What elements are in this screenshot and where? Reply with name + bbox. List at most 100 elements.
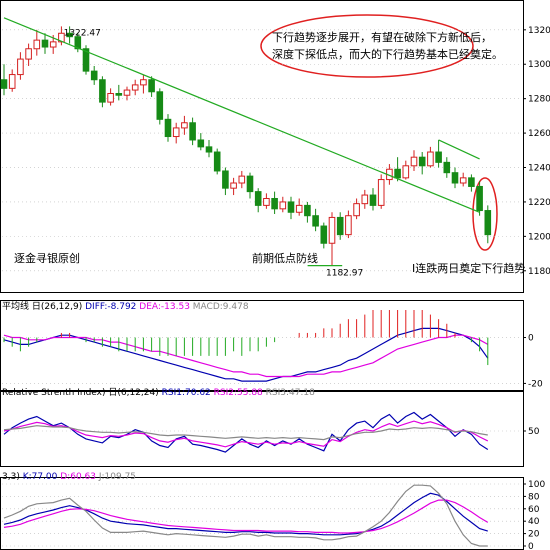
kdj-panel-title: 3,3) K:77.00 D:60.63 J:109.75 xyxy=(2,472,136,482)
candle-body xyxy=(90,70,98,81)
rsi-panel-title: Relative Strenth Index) 日(6,12,24) RSI1:… xyxy=(2,387,315,398)
price-tick-label: 1320 xyxy=(528,26,550,36)
candle-body xyxy=(279,201,287,210)
candle-body xyxy=(304,204,311,217)
kdj-title-part: 3,3) xyxy=(2,472,23,482)
candle-body xyxy=(410,156,418,167)
candle-body xyxy=(345,215,352,236)
candle-body xyxy=(156,91,164,120)
candle-body xyxy=(197,139,205,148)
candle-body xyxy=(0,79,8,89)
rsi-title-part: Relative Strenth Index) 日(6,12,24) xyxy=(2,387,162,398)
candle-body xyxy=(66,32,73,38)
candle-body xyxy=(263,197,270,206)
candle-body xyxy=(369,194,377,206)
candle-body xyxy=(172,127,180,138)
rsi-series-rsi3 xyxy=(3,425,488,441)
candle-body xyxy=(484,210,492,236)
candle-body xyxy=(82,48,90,72)
rsi-panel-frame xyxy=(0,391,524,467)
candle-body xyxy=(189,122,196,141)
kdj-title-part: D:60.63 xyxy=(60,472,99,482)
candle-body xyxy=(164,118,172,138)
candle-body xyxy=(443,161,451,174)
rsi-series-rsi2 xyxy=(3,420,489,448)
rsi-title-part: RSI1:70.62 xyxy=(162,388,214,398)
candle-body xyxy=(99,79,106,103)
price-tick-label: 1280 xyxy=(528,95,550,105)
price-label: 1182.97 xyxy=(326,269,363,279)
candle-body xyxy=(8,74,16,89)
support-label: 前期低点防线 xyxy=(252,251,318,265)
kdj-panel-frame xyxy=(0,477,524,550)
rsi-title-part: RSI3:47.18 xyxy=(266,388,315,398)
candle-body xyxy=(246,175,254,193)
author-label: 逐金寻银原创 xyxy=(14,251,80,265)
macd-panel-title: 平均线 日(26,12,9) DIFF:-8.792 DEA:-13.53 MA… xyxy=(2,300,249,312)
candle-body xyxy=(254,191,262,206)
macd-series-diff xyxy=(3,327,489,382)
trend-label: I连跌两日奠定下行趋势 xyxy=(412,261,525,275)
candle-body xyxy=(418,156,426,167)
candle-body xyxy=(230,182,237,189)
macd-tick-label: 0 xyxy=(528,334,534,344)
highlight-ellipse xyxy=(472,177,498,251)
price-tick-label: 1180 xyxy=(528,267,550,277)
candle-body xyxy=(49,41,57,48)
kdj-tick-label: 60 xyxy=(528,505,540,515)
price-tick-label: 1260 xyxy=(528,129,550,139)
candle-body xyxy=(17,58,24,76)
kdj-series-j xyxy=(3,484,488,547)
candle-body xyxy=(320,225,328,244)
macd-title-part: DIFF:-8.792 xyxy=(85,302,139,312)
price-tick-label: 1300 xyxy=(528,60,550,70)
candle-body xyxy=(33,39,41,50)
kdj-tick-label: 40 xyxy=(528,517,540,527)
candle-body xyxy=(181,122,188,129)
candle-body xyxy=(25,48,32,60)
candle-body xyxy=(41,39,49,48)
kdj-title-part: K:77.00 xyxy=(23,472,61,482)
callout-text-line2: 深度下探低点，而大的下行趋势基本已经奠定。 xyxy=(272,47,503,61)
candle-body xyxy=(459,177,467,184)
candle-body xyxy=(402,165,410,179)
rsi-title-part: RSI2:55.88 xyxy=(214,388,266,398)
candle-body xyxy=(451,172,459,184)
candle-body xyxy=(115,93,123,96)
macd-panel-frame xyxy=(0,300,524,391)
price-tick-label: 1240 xyxy=(528,164,550,174)
candle-body xyxy=(394,168,401,179)
macd-title-part: MACD:9.478 xyxy=(193,302,249,312)
candle-body xyxy=(377,179,385,206)
kdj-tick-label: 20 xyxy=(528,530,540,540)
candle-body xyxy=(287,201,295,213)
candle-body xyxy=(107,93,114,103)
kdj-series-d xyxy=(3,499,489,534)
rsi-tick-label: 50 xyxy=(528,427,540,437)
kdj-tick-label: 80 xyxy=(528,492,540,502)
macd-title-part: 平均线 日(26,12,9) xyxy=(2,300,85,312)
candle-body xyxy=(435,151,442,163)
price-tick-label: 1200 xyxy=(528,232,550,242)
candle-body xyxy=(353,203,360,217)
candle-body xyxy=(476,185,483,212)
callout-text-line1: 下行趋势逐步展开，有望在破除下方新低后， xyxy=(272,30,492,44)
candle-body xyxy=(213,151,221,172)
candle-body xyxy=(148,79,155,93)
candle-body xyxy=(271,197,278,210)
candle-body xyxy=(312,215,319,227)
candle-body xyxy=(295,204,303,213)
candle-body xyxy=(361,194,369,205)
macd-title-part: DEA:-13.53 xyxy=(139,302,193,312)
candle-body xyxy=(427,151,434,167)
rsi-series-rsi1 xyxy=(3,411,489,453)
candle-body xyxy=(336,216,344,236)
kdj-title-part: J:109.75 xyxy=(98,472,136,482)
kdj-tick-label: 0 xyxy=(528,542,534,550)
candle-body xyxy=(222,170,229,189)
macd-series-dea xyxy=(3,334,489,378)
candle-body xyxy=(328,216,336,244)
candle-body xyxy=(238,175,246,184)
callout-ellipse xyxy=(260,14,474,78)
